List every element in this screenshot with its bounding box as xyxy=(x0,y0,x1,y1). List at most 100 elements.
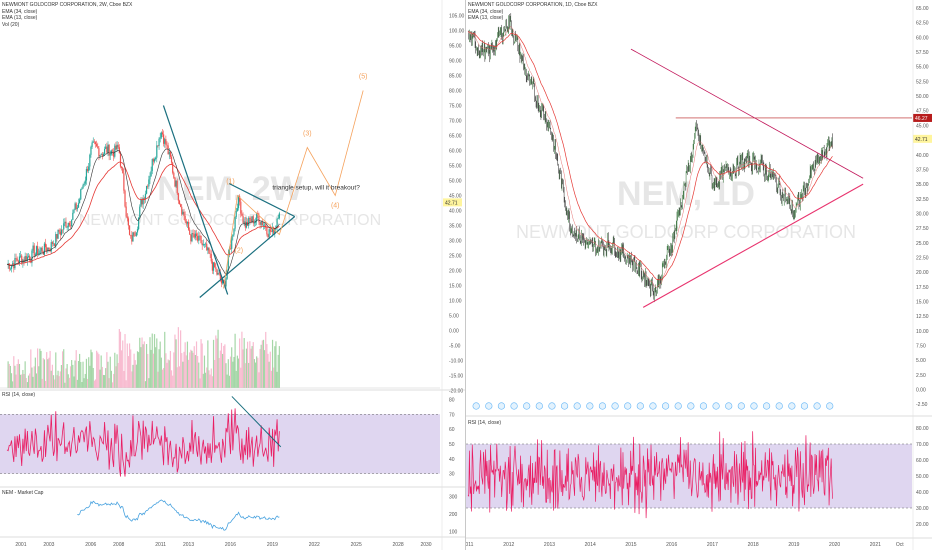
left-candle-body xyxy=(244,221,246,228)
left-volume-bar xyxy=(67,374,69,388)
left-volume-bar xyxy=(163,368,165,388)
left-watermark-name: NEWMONT GOLDCORP CORPORATION xyxy=(79,212,381,229)
left-candle-body xyxy=(82,185,84,189)
left-candle-body xyxy=(237,196,240,209)
right-earnings-marker-icon xyxy=(674,402,682,410)
right-indicator-ema13: EMA (13, close) xyxy=(468,15,504,21)
left-candle-body xyxy=(98,148,100,157)
right-price-tick: -2.50 xyxy=(916,402,928,408)
left-candle-body xyxy=(105,146,107,150)
left-volume-bar xyxy=(173,352,175,388)
left-candle-body xyxy=(144,193,147,200)
left-volume-bar xyxy=(168,360,170,388)
left-candle-body xyxy=(121,166,123,168)
left-candle-body xyxy=(215,267,217,269)
left-candle-body xyxy=(183,211,185,217)
right-price-tick: 60.00 xyxy=(916,35,929,41)
left-volume-bar xyxy=(64,382,66,388)
right-rsi-line xyxy=(467,431,833,519)
right-earnings-marker-icon xyxy=(725,402,733,410)
left-candle-body xyxy=(131,235,133,242)
left-candle-body xyxy=(141,199,143,205)
left-candle-body xyxy=(89,154,91,167)
left-volume-bar xyxy=(48,357,50,388)
left-candle-body xyxy=(232,234,234,237)
left-volume-bar xyxy=(270,370,273,388)
left-price-tick: 100.00 xyxy=(449,29,465,35)
right-chart-panel[interactable]: NEM, 1D NEWMONT GOLDCORP CORPORATION 65.00… xyxy=(466,0,932,550)
left-volume-bar xyxy=(46,352,48,388)
right-earnings-marker-icon xyxy=(586,402,594,410)
left-rsi-trendline xyxy=(231,396,282,448)
left-volume-bar xyxy=(244,363,246,388)
left-volume-bar xyxy=(119,331,122,388)
left-candle-body xyxy=(111,150,114,152)
left-candle-body xyxy=(268,229,270,238)
left-volume-bar xyxy=(31,367,33,388)
left-volume-bar xyxy=(135,364,137,388)
right-time-tick: 2013 xyxy=(544,542,555,548)
left-volume-bar xyxy=(10,373,13,388)
left-volume-bar xyxy=(75,350,77,388)
right-time-tick: 2021 xyxy=(870,542,881,548)
left-volume-bar xyxy=(30,349,32,388)
left-volume-bar xyxy=(121,350,123,388)
left-candle-body xyxy=(261,221,263,226)
left-candle-body xyxy=(217,272,219,275)
left-candle-body xyxy=(193,234,195,238)
right-price-tick: 50.00 xyxy=(916,94,929,100)
left-volume-bar xyxy=(69,366,72,388)
left-candle-body xyxy=(182,211,184,215)
left-volume-bar xyxy=(160,357,162,388)
left-candle-body xyxy=(248,217,250,226)
left-mcap-tick: 300 xyxy=(449,494,458,500)
left-volume-bar xyxy=(98,354,100,388)
left-volume-bar xyxy=(40,350,42,388)
left-volume-bar xyxy=(136,351,139,388)
left-chart-panel[interactable]: NEM, 2W NEWMONT GOLDCORP CORPORATION 105.0… xyxy=(0,0,466,550)
left-volume-bar xyxy=(84,373,86,388)
left-price-tick: 80.00 xyxy=(449,89,462,95)
left-volume-bar xyxy=(157,371,159,388)
right-time-tick: 2017 xyxy=(707,542,718,548)
right-rsi-tick: 60.00 xyxy=(916,458,929,464)
right-earnings-marker-icon xyxy=(750,402,758,410)
left-volume-bar xyxy=(156,338,158,388)
left-volume-bar xyxy=(52,375,55,388)
left-volume-bar xyxy=(126,343,128,388)
left-candle-body xyxy=(115,145,117,150)
left-volume-bar xyxy=(118,329,120,388)
left-time-tick: 2006 xyxy=(85,542,96,548)
left-candle-body xyxy=(152,159,154,162)
left-volume-bar xyxy=(155,347,157,388)
left-volume-bar xyxy=(220,342,223,388)
left-candle-body xyxy=(118,147,120,154)
left-volume-bar xyxy=(32,376,34,388)
left-wave-label: (5) xyxy=(359,74,368,81)
left-candle-body xyxy=(60,229,63,235)
left-candle-body xyxy=(116,144,118,150)
right-earnings-marker-icon xyxy=(762,402,771,410)
left-volume-bar xyxy=(227,359,229,388)
right-earnings-marker-icon xyxy=(598,402,607,410)
left-volume-bar xyxy=(51,364,53,388)
left-price-tick: 40.00 xyxy=(449,209,462,215)
left-volume-bar xyxy=(245,348,248,388)
left-volume-bar xyxy=(122,340,124,388)
left-volume-bar xyxy=(85,358,88,388)
left-volume-bar xyxy=(166,362,168,388)
left-candle-body xyxy=(148,179,150,187)
left-last-price-label: 42.71 xyxy=(445,200,458,206)
left-price-tick: 10.00 xyxy=(449,299,462,305)
left-volume-bar xyxy=(124,334,126,388)
left-candle-body xyxy=(139,206,141,218)
left-volume-bar xyxy=(13,356,15,388)
left-volume-bar xyxy=(117,362,119,388)
right-price-tick: 52.50 xyxy=(916,79,929,85)
left-candle-body xyxy=(76,207,78,210)
left-volume-bar xyxy=(252,342,254,388)
left-candle-body xyxy=(58,229,60,232)
left-volume-bar xyxy=(7,361,9,388)
